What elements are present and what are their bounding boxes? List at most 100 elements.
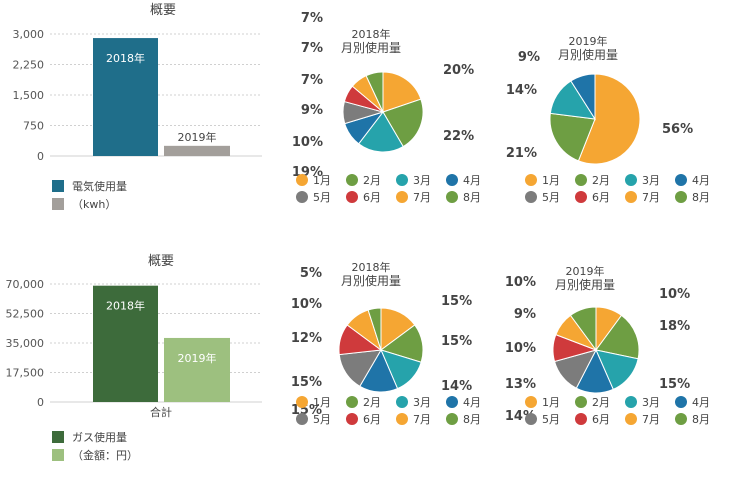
- legend-label: 7月: [413, 191, 431, 204]
- slice-value-label: 10%: [292, 135, 323, 150]
- chart-title: 概要: [148, 254, 174, 269]
- slice-value-label: 15%: [291, 375, 322, 390]
- slice-value-label: 18%: [659, 319, 690, 334]
- legend-swatch: [52, 431, 64, 443]
- slice-value-label: 5%: [300, 266, 322, 281]
- slice-value-label: 10%: [291, 297, 322, 312]
- legend-label: 4月: [463, 174, 481, 187]
- bar-label: 2019年: [178, 130, 217, 144]
- legend-dot: [296, 191, 308, 203]
- legend-dot: [575, 413, 587, 425]
- legend-label: ガス使用量: [72, 431, 127, 444]
- legend-dot: [396, 413, 408, 425]
- legend-dot: [575, 396, 587, 408]
- chart-title: 概要: [150, 3, 176, 18]
- legend-label: 3月: [413, 396, 431, 409]
- chart-title: 2018年: [352, 27, 391, 41]
- legend-dot: [296, 174, 308, 186]
- chart-subtitle: 月別使用量: [341, 40, 401, 55]
- legend-label: 5月: [313, 413, 331, 426]
- slice-value-label: 7%: [301, 11, 323, 26]
- legend-label: 7月: [642, 191, 660, 204]
- legend-dot: [525, 396, 537, 408]
- y-tick-label: 750: [23, 120, 44, 133]
- legend-swatch: [52, 180, 64, 192]
- legend-label: 4月: [692, 396, 710, 409]
- y-tick-label: 52,500: [6, 308, 45, 321]
- bar-label: 2019年: [178, 351, 217, 365]
- legend-label: 8月: [463, 413, 481, 426]
- slice-value-label: 12%: [291, 331, 322, 346]
- pie-slice-3月: [357, 111, 404, 153]
- legend-label: 5月: [542, 413, 560, 426]
- legend-dot: [396, 174, 408, 186]
- bar-2018年: [93, 285, 158, 402]
- pie-slice-8月: [365, 71, 384, 113]
- legend-label: 8月: [463, 191, 481, 204]
- legend-dot: [396, 191, 408, 203]
- y-tick-label: 2,250: [13, 59, 45, 72]
- legend-dot: [296, 413, 308, 425]
- legend-swatch: [52, 449, 64, 461]
- slice-value-label: 21%: [506, 146, 537, 161]
- legend-label: 2月: [363, 396, 381, 409]
- legend-label: 2月: [592, 174, 610, 187]
- chart-subtitle: 月別使用量: [558, 47, 618, 62]
- y-tick-label: 70,000: [6, 278, 45, 291]
- slice-value-label: 14%: [441, 379, 472, 394]
- legend-label: 1月: [313, 396, 331, 409]
- legend-dot: [396, 396, 408, 408]
- pie-slice-8月: [569, 306, 597, 352]
- slice-value-label: 10%: [505, 341, 536, 356]
- legend-dot: [446, 191, 458, 203]
- legend-dot: [446, 174, 458, 186]
- legend-label: 3月: [642, 174, 660, 187]
- legend-dot: [625, 191, 637, 203]
- y-tick-label: 35,000: [6, 337, 45, 350]
- slice-value-label: 9%: [514, 307, 536, 322]
- legend-label: 1月: [313, 174, 331, 187]
- legend-dot: [625, 413, 637, 425]
- slice-value-label: 7%: [301, 41, 323, 56]
- legend-label: 8月: [692, 191, 710, 204]
- chart-subtitle: 月別使用量: [341, 273, 401, 288]
- legend-label: 3月: [413, 174, 431, 187]
- chart-title: 2019年: [566, 264, 605, 278]
- legend-label: 4月: [692, 174, 710, 187]
- slice-value-label: 10%: [505, 275, 536, 290]
- legend-swatch: [52, 198, 64, 210]
- legend-dot: [296, 396, 308, 408]
- legend-dot: [575, 191, 587, 203]
- slice-value-label: 15%: [659, 377, 690, 392]
- pie-slice-8月: [367, 307, 382, 351]
- legend-dot: [675, 413, 687, 425]
- legend-dot: [525, 174, 537, 186]
- legend-dot: [346, 413, 358, 425]
- slice-value-label: 15%: [441, 334, 472, 349]
- gas-bar: 概要 70,000 52,500 35,000 17,500 0 2018年 2019年合計ガ…: [6, 254, 262, 462]
- legend-label: 6月: [592, 191, 610, 204]
- pie-slice-4月: [570, 73, 596, 121]
- legend-label: 5月: [313, 191, 331, 204]
- chart-title: 2019年: [569, 34, 608, 48]
- bar-2019年: [164, 145, 230, 156]
- pie-slice-2月: [549, 112, 596, 162]
- slice-value-label: 9%: [518, 50, 540, 65]
- legend-label: （kwh）: [72, 198, 116, 211]
- legend-dot: [575, 174, 587, 186]
- legend-label: （金額：円）: [72, 448, 138, 462]
- legend-label: 7月: [642, 413, 660, 426]
- y-tick-label: 1,500: [13, 89, 45, 102]
- pie-slice-1月: [577, 73, 641, 165]
- legend-dot: [346, 396, 358, 408]
- legend-dot: [625, 174, 637, 186]
- slice-value-label: 15%: [441, 294, 472, 309]
- slice-value-label: 13%: [505, 377, 536, 392]
- bar-2019年: [164, 337, 230, 402]
- legend-label: 6月: [592, 413, 610, 426]
